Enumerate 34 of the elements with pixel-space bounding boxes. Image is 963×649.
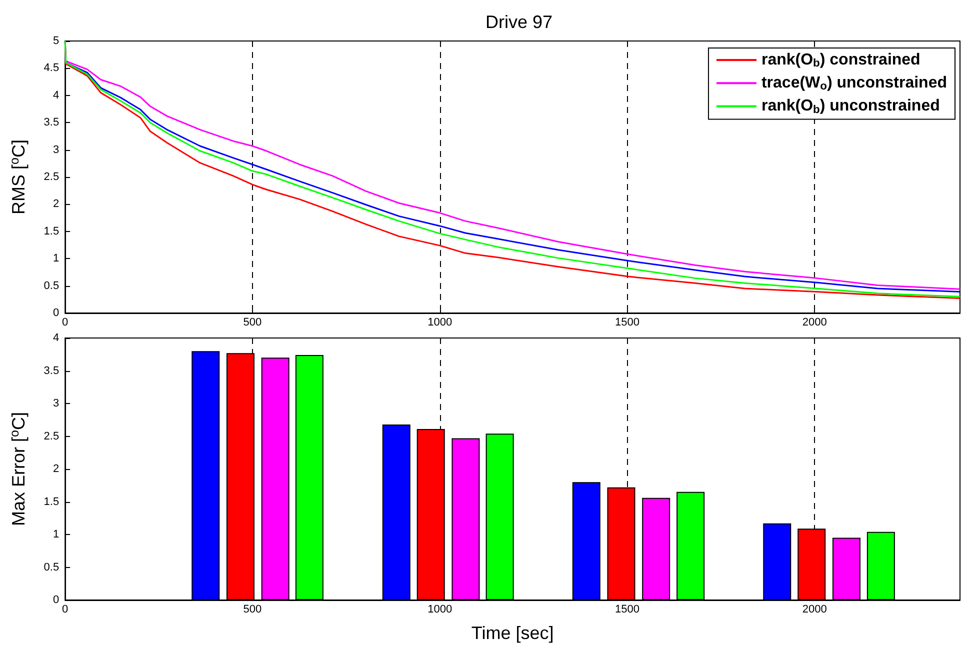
y-axis-title: RMS [oC] [8,139,29,215]
y-tick-label: 0.5 [44,280,60,292]
x-tick-label: 0 [62,316,68,328]
x-tick-label: 2000 [802,316,827,328]
y-axis-title: Max Error [oC] [8,412,29,526]
x-tick-label: 0 [62,604,68,616]
y-tick-label: 1.5 [44,496,60,508]
y-tick-label: 1.5 [44,225,60,238]
y-tick-label: 3 [52,398,60,410]
y-tick-label: 5 [52,35,60,47]
y-tick-label: 1 [52,252,60,265]
x-tick-label: 1500 [614,316,640,328]
y-tick-label: 3 [52,144,60,156]
x-tick-label: 1000 [428,316,452,328]
y-tick-label: 3.5 [44,116,60,129]
y-tick-label: 4.5 [44,62,60,74]
y-tick-label: 1 [52,528,60,540]
y-tick-label: 0.5 [44,561,60,574]
y-tick-label: 2.5 [44,430,60,442]
y-tick-label: 2 [52,463,60,475]
y-tick-label: 0 [52,594,60,606]
x-axis-title: Time [sec] [471,623,554,643]
x-tick-label: 2000 [802,604,827,616]
y-tick-label: 2 [52,198,60,210]
y-tick-label: 4 [52,89,60,102]
x-tick-label: 500 [243,316,262,328]
x-tick-label: 1500 [614,604,640,616]
y-tick-label: 3.5 [44,364,60,377]
y-tick-label: 2.5 [44,171,60,183]
y-tick-label: 4 [52,332,60,344]
x-tick-label: 1000 [428,604,452,616]
chart-title: Drive 97 [485,12,553,32]
y-tick-label: 0 [52,307,60,319]
x-tick-label: 500 [243,604,262,616]
